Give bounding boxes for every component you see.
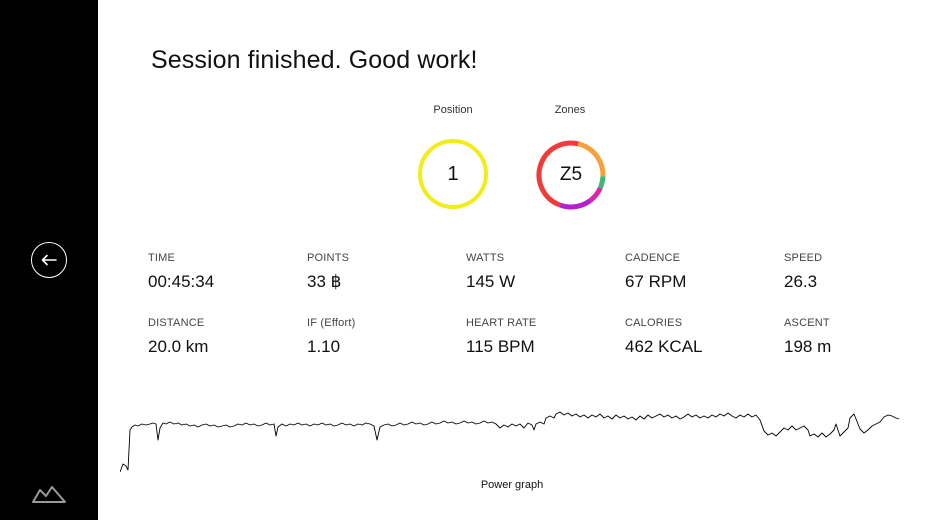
stat-value: 33 ฿ bbox=[307, 272, 342, 291]
stat-label: TIME bbox=[148, 252, 176, 264]
stats-grid: TIME 00:45:34 POINTS 33 ฿ WATTS 145 W CA… bbox=[148, 252, 904, 382]
stat-label: POINTS bbox=[307, 252, 350, 264]
stat-effort: IF (Effort) 1.10 bbox=[307, 317, 466, 382]
zones-ring-segment bbox=[536, 140, 606, 210]
stat-value: 115 BPM bbox=[466, 337, 535, 356]
zones-ring-segment bbox=[536, 140, 606, 210]
position-value: 1 bbox=[447, 162, 459, 185]
stat-value: 462 KCAL bbox=[625, 337, 703, 356]
stat-value: 145 W bbox=[466, 272, 516, 291]
stat-label: DISTANCE bbox=[148, 317, 205, 329]
brand-logo bbox=[31, 484, 67, 509]
stat-label: CALORIES bbox=[625, 317, 683, 329]
stat-value: 1.10 bbox=[307, 337, 341, 356]
stat-time: TIME 00:45:34 bbox=[148, 252, 307, 317]
stat-value: 26.3 bbox=[784, 272, 818, 291]
power-graph-line bbox=[120, 411, 900, 473]
zones-label: Zones bbox=[554, 104, 586, 116]
stat-watts: WATTS 145 W bbox=[466, 252, 625, 317]
stat-distance: DISTANCE 20.0 km bbox=[148, 317, 307, 382]
stat-label: SPEED bbox=[784, 252, 823, 264]
stat-heart-rate: HEART RATE 115 BPM bbox=[466, 317, 625, 382]
back-button[interactable] bbox=[31, 242, 67, 278]
stat-cadence: CADENCE 67 RPM bbox=[625, 252, 784, 317]
zones-value: Z5 bbox=[559, 164, 583, 185]
stat-ascent: ASCENT 198 m bbox=[784, 317, 904, 382]
arrow-left-icon bbox=[41, 254, 57, 266]
stat-points: POINTS 33 ฿ bbox=[307, 252, 466, 317]
zones-ring bbox=[536, 140, 606, 210]
main-content: Session finished. Good work! Position Zo… bbox=[98, 0, 925, 520]
power-graph-caption: Power graph bbox=[480, 479, 544, 491]
stat-label: HEART RATE bbox=[466, 317, 537, 329]
power-graph bbox=[120, 411, 900, 473]
stat-value: 20.0 km bbox=[148, 337, 209, 356]
stat-calories: CALORIES 462 KCAL bbox=[625, 317, 784, 382]
stat-label: ASCENT bbox=[784, 317, 830, 329]
zones-ring-segment bbox=[536, 140, 606, 210]
position-ring: 1 bbox=[418, 139, 488, 209]
stat-label: CADENCE bbox=[625, 252, 681, 264]
stat-value: 00:45:34 bbox=[148, 272, 215, 291]
stat-label: WATTS bbox=[466, 252, 505, 264]
stat-value: 67 RPM bbox=[625, 272, 687, 291]
stat-speed: SPEED 26.3 bbox=[784, 252, 904, 317]
page-title: Session finished. Good work! bbox=[151, 46, 478, 74]
stat-value: 198 m bbox=[784, 337, 832, 356]
sidebar bbox=[0, 0, 98, 520]
position-label: Position bbox=[433, 104, 473, 116]
stat-label: IF (Effort) bbox=[307, 317, 356, 329]
